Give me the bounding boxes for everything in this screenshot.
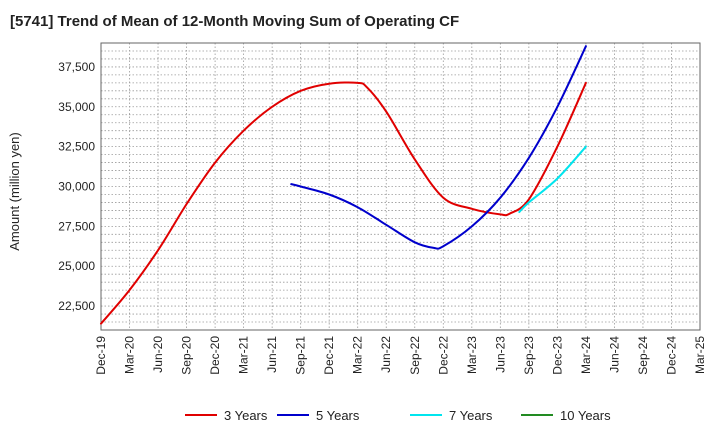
legend: 3 Years 5 Years 7 Years 10 Years xyxy=(185,408,611,423)
x-tick-label: Mar-22 xyxy=(351,336,365,374)
legend-item-10-years: 10 Years xyxy=(521,408,611,423)
x-tick-label: Sep-23 xyxy=(522,336,536,375)
plot-area xyxy=(101,43,700,330)
x-tick-label: Jun-24 xyxy=(607,336,621,373)
y-axis-label: Amount (million yen) xyxy=(7,132,22,251)
series-line-5-years xyxy=(290,45,587,250)
y-tick-label: 37,500 xyxy=(58,60,95,74)
x-tick-label: Jun-23 xyxy=(493,336,507,373)
x-tick-label: Jun-21 xyxy=(265,336,279,373)
legend-label: 7 Years xyxy=(449,408,493,423)
legend-label: 3 Years xyxy=(224,408,268,423)
x-tick-label: Dec-24 xyxy=(664,336,678,375)
x-tick-label: Mar-20 xyxy=(123,336,137,374)
x-tick-label: Dec-19 xyxy=(94,336,108,375)
plot-border xyxy=(100,42,701,331)
x-tick-label: Mar-21 xyxy=(237,336,251,374)
legend-label: 5 Years xyxy=(316,408,360,423)
legend-label: 10 Years xyxy=(560,408,611,423)
y-axis: 22,500 25,000 27,500 30,000 32,500 35,000 37,5… xyxy=(58,60,95,313)
y-tick-label: 25,000 xyxy=(58,259,95,273)
y-tick-label: 35,000 xyxy=(58,100,95,114)
legend-item-7-years: 7 Years xyxy=(410,408,493,423)
x-tick-label: Dec-21 xyxy=(322,336,336,375)
x-tick-label: Dec-20 xyxy=(208,336,222,375)
x-tick-label: Mar-25 xyxy=(693,336,707,374)
y-tick-label: 22,500 xyxy=(58,299,95,313)
legend-item-3-years: 3 Years xyxy=(185,408,268,423)
y-tick-label: 27,500 xyxy=(58,219,95,233)
x-tick-label: Sep-24 xyxy=(636,336,650,375)
x-tick-label: Sep-20 xyxy=(180,336,194,375)
grid xyxy=(100,43,701,330)
chart-title: [5741] Trend of Mean of 12-Month Moving … xyxy=(10,13,459,30)
x-tick-label: Mar-24 xyxy=(579,336,593,374)
legend-item-5-years: 5 Years xyxy=(277,408,360,423)
x-tick-label: Jun-22 xyxy=(379,336,393,373)
x-tick-label: Mar-23 xyxy=(465,336,479,374)
x-tick-label: Dec-22 xyxy=(436,336,450,375)
x-axis: Dec-19 Mar-20 Jun-20 Sep-20 Dec-20 Mar-21 Jun-… xyxy=(94,336,707,375)
y-tick-label: 32,500 xyxy=(58,140,95,154)
x-tick-label: Sep-21 xyxy=(294,336,308,375)
x-tick-label: Dec-23 xyxy=(550,336,564,375)
series-line-7-years xyxy=(518,145,587,213)
series-lines xyxy=(100,45,587,325)
x-tick-label: Sep-22 xyxy=(408,336,422,375)
x-tick-label: Jun-20 xyxy=(151,336,165,373)
series-line-3-years xyxy=(100,81,587,325)
y-tick-label: 30,000 xyxy=(58,180,95,194)
